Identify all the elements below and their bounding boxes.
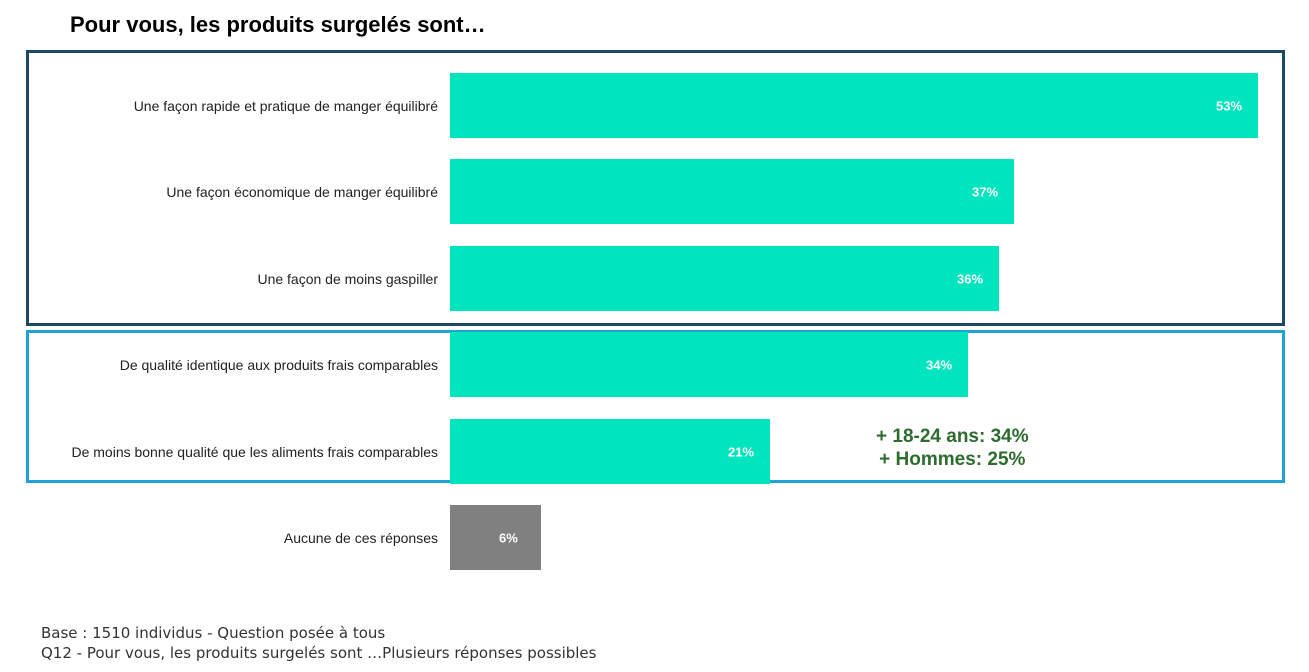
category-label: De moins bonne qualité que les aliments …	[71, 443, 438, 460]
category-label: Aucune de ces réponses	[283, 529, 438, 546]
category-label: Une façon rapide et pratique de manger é…	[133, 97, 438, 114]
bar	[450, 332, 968, 397]
footer-question: Q12 - Pour vous, les produits surgelés s…	[41, 644, 597, 662]
bar	[450, 419, 770, 484]
bar-value-label: 36%	[957, 271, 984, 286]
bar	[450, 159, 1014, 224]
footer-notes: Base : 1510 individus - Question posée à…	[41, 623, 596, 663]
category-label: Une façon économique de manger équilibré	[166, 183, 438, 200]
bar	[450, 73, 1258, 138]
annotation-line-men: + Hommes: 25%	[879, 449, 1026, 470]
bar-value-label: 6%	[499, 530, 518, 545]
footer-base: Base : 1510 individus - Question posée à…	[41, 624, 386, 642]
annotation-subgroups: + 18-24 ans: 34% + Hommes: 25%	[876, 425, 1029, 471]
chart-title: Pour vous, les produits surgelés sont…	[70, 12, 486, 37]
bar	[450, 246, 999, 311]
bar-value-label: 53%	[1216, 98, 1243, 113]
bar-value-label: 34%	[926, 357, 953, 372]
category-label: Une façon de moins gaspiller	[257, 270, 438, 287]
bar-value-label: 21%	[728, 444, 755, 459]
bar-value-label: 37%	[972, 184, 999, 199]
bar	[450, 505, 541, 570]
category-label: De qualité identique aux produits frais …	[119, 356, 438, 373]
annotation-line-age: + 18-24 ans: 34%	[876, 426, 1029, 447]
group-box-positive	[26, 50, 1285, 326]
